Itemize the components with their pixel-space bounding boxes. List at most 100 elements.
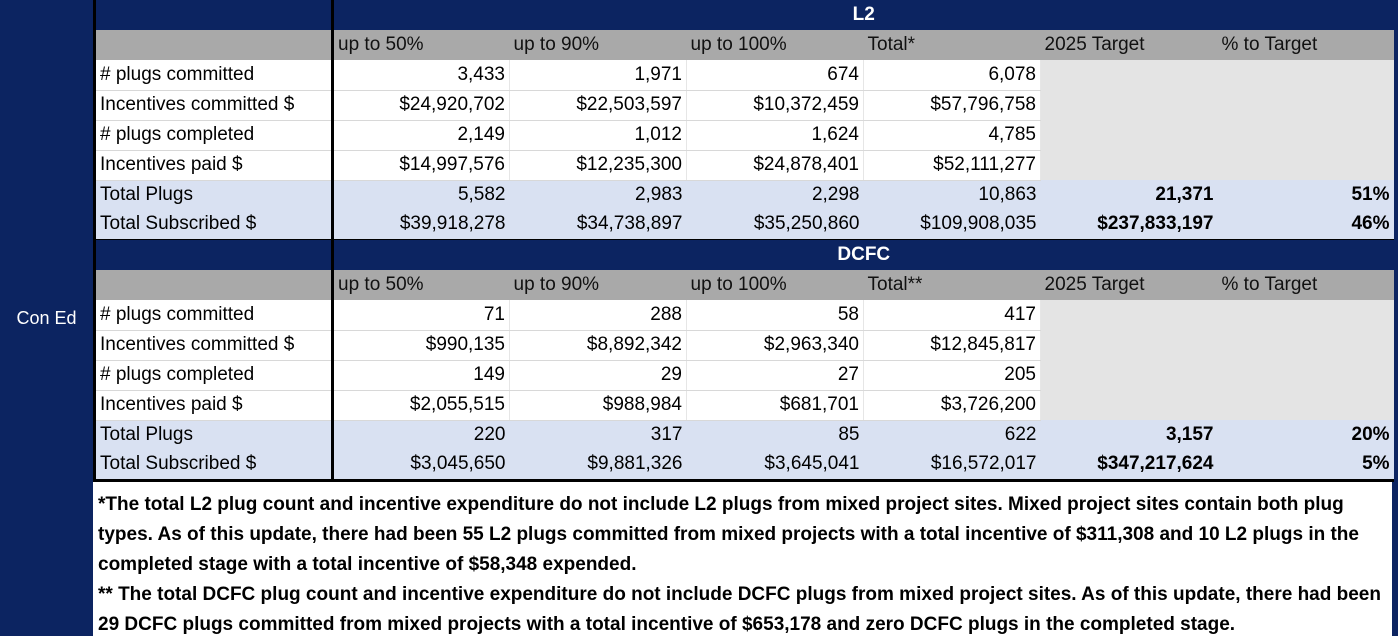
right-border xyxy=(1392,0,1398,636)
pct-blank xyxy=(1217,360,1394,390)
cell: 674 xyxy=(686,60,864,91)
row-label: Total Plugs xyxy=(93,420,334,450)
cell: 220 xyxy=(332,420,510,450)
cell: 205 xyxy=(863,360,1041,391)
pct-value: 20% xyxy=(1217,420,1394,450)
cell: $10,372,459 xyxy=(686,90,864,121)
cell: $9,881,326 xyxy=(509,450,687,482)
cell: 622 xyxy=(863,420,1041,450)
cell: 71 xyxy=(332,300,510,331)
title-spacer xyxy=(93,240,334,270)
cell: $14,997,576 xyxy=(332,150,510,181)
cell: 417 xyxy=(863,300,1041,331)
cell: 1,624 xyxy=(686,120,864,151)
table-row: # plugs committed 3,433 1,971 674 6,078 xyxy=(93,60,1394,91)
row-label: Incentives paid $ xyxy=(93,390,334,421)
row-label: # plugs committed xyxy=(93,60,334,91)
row-label: Total Subscribed $ xyxy=(93,210,334,242)
target-value: 21,371 xyxy=(1040,180,1218,210)
target-value: $347,217,624 xyxy=(1040,450,1218,482)
column-header: up to 90% xyxy=(509,30,687,60)
target-blank xyxy=(1040,300,1218,330)
column-header: up to 50% xyxy=(332,30,510,60)
pct-blank xyxy=(1217,60,1394,90)
cell: 1,012 xyxy=(509,120,687,151)
target-blank xyxy=(1040,120,1218,150)
cell: $24,920,702 xyxy=(332,90,510,121)
pct-value: 46% xyxy=(1217,210,1394,242)
cell: 5,582 xyxy=(332,180,510,210)
cell: 4,785 xyxy=(863,120,1041,151)
sidebar: Con Ed xyxy=(0,0,93,636)
row-label: Incentives committed $ xyxy=(93,330,334,361)
cell: $681,701 xyxy=(686,390,864,421)
pct-blank xyxy=(1217,90,1394,120)
cell: 85 xyxy=(686,420,864,450)
column-header: % to Target xyxy=(1217,270,1394,300)
target-blank xyxy=(1040,60,1218,90)
section-title: L2 xyxy=(332,0,1394,30)
cell: $2,963,340 xyxy=(686,330,864,361)
cell: $16,572,017 xyxy=(863,450,1041,482)
utility-label: Con Ed xyxy=(16,307,77,328)
dcfc-table: DCFC up to 50% up to 90% up to 100% Tota… xyxy=(93,240,1394,482)
table-row: # plugs completed 2,149 1,012 1,624 4,78… xyxy=(93,120,1394,151)
column-header: 2025 Target xyxy=(1040,30,1218,60)
table-row: Incentives committed $ $24,920,702 $22,5… xyxy=(93,90,1394,121)
table-row: Incentives committed $ $990,135 $8,892,3… xyxy=(93,330,1394,361)
pct-blank xyxy=(1217,390,1394,420)
pct-value: 51% xyxy=(1217,180,1394,210)
column-header: up to 50% xyxy=(332,270,510,300)
pct-value: 5% xyxy=(1217,450,1394,482)
target-blank xyxy=(1040,330,1218,360)
row-label: # plugs completed xyxy=(93,360,334,391)
cell: 3,433 xyxy=(332,60,510,91)
pct-blank xyxy=(1217,300,1394,330)
cell: $52,111,277 xyxy=(863,150,1041,181)
cell: $990,135 xyxy=(332,330,510,361)
header-spacer xyxy=(93,30,334,60)
cell: $22,503,597 xyxy=(509,90,687,121)
row-label: Incentives paid $ xyxy=(93,150,334,181)
cell: 288 xyxy=(509,300,687,331)
cell: $12,845,817 xyxy=(863,330,1041,361)
target-value: 3,157 xyxy=(1040,420,1218,450)
cell: 1,971 xyxy=(509,60,687,91)
section-title: DCFC xyxy=(332,240,1394,270)
total-row: Total Plugs 220 317 85 622 3,157 20% xyxy=(93,420,1394,450)
column-header: 2025 Target xyxy=(1040,270,1218,300)
target-blank xyxy=(1040,90,1218,120)
cell: $12,235,300 xyxy=(509,150,687,181)
cell: 2,298 xyxy=(686,180,864,210)
cell: 29 xyxy=(509,360,687,391)
cell: $35,250,860 xyxy=(686,210,864,242)
cell: $109,908,035 xyxy=(863,210,1041,242)
target-blank xyxy=(1040,150,1218,180)
pct-blank xyxy=(1217,330,1394,360)
column-header: up to 90% xyxy=(509,270,687,300)
dcfc-footnote: ** The total DCFC plug count and incenti… xyxy=(98,584,1381,635)
title-spacer xyxy=(93,0,334,30)
target-blank xyxy=(1040,360,1218,390)
column-header: up to 100% xyxy=(686,270,864,300)
cell: 27 xyxy=(686,360,864,391)
l2-table: L2 up to 50% up to 90% up to 100% Total*… xyxy=(93,0,1394,242)
cell: $2,055,515 xyxy=(332,390,510,421)
cell: $3,726,200 xyxy=(863,390,1041,421)
table-row: Incentives paid $ $2,055,515 $988,984 $6… xyxy=(93,390,1394,421)
header-spacer xyxy=(93,270,334,300)
cell: 2,983 xyxy=(509,180,687,210)
pct-blank xyxy=(1217,150,1394,180)
cell: $57,796,758 xyxy=(863,90,1041,121)
footnotes: *The total L2 plug count and incentive e… xyxy=(93,482,1392,636)
cell: $8,892,342 xyxy=(509,330,687,361)
column-header: Total* xyxy=(863,30,1041,60)
row-label: # plugs committed xyxy=(93,300,334,331)
total-row: Total Subscribed $ $3,045,650 $9,881,326… xyxy=(93,450,1394,482)
cell: $3,645,041 xyxy=(686,450,864,482)
l2-footnote: *The total L2 plug count and incentive e… xyxy=(98,494,1359,575)
cell: $3,045,650 xyxy=(332,450,510,482)
total-row: Total Plugs 5,582 2,983 2,298 10,863 21,… xyxy=(93,180,1394,210)
row-label: Incentives committed $ xyxy=(93,90,334,121)
cell: 149 xyxy=(332,360,510,391)
